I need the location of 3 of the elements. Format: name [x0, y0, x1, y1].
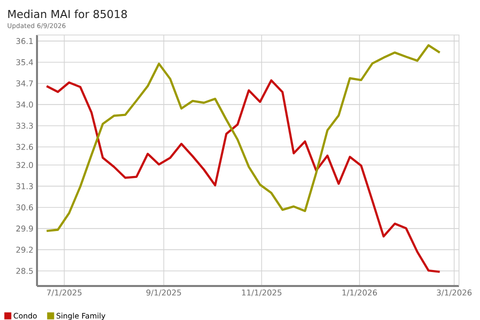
line-series — [46, 44, 441, 232]
line-series — [46, 79, 441, 273]
chart-title: Median MAI for 85018 — [8, 10, 127, 18]
